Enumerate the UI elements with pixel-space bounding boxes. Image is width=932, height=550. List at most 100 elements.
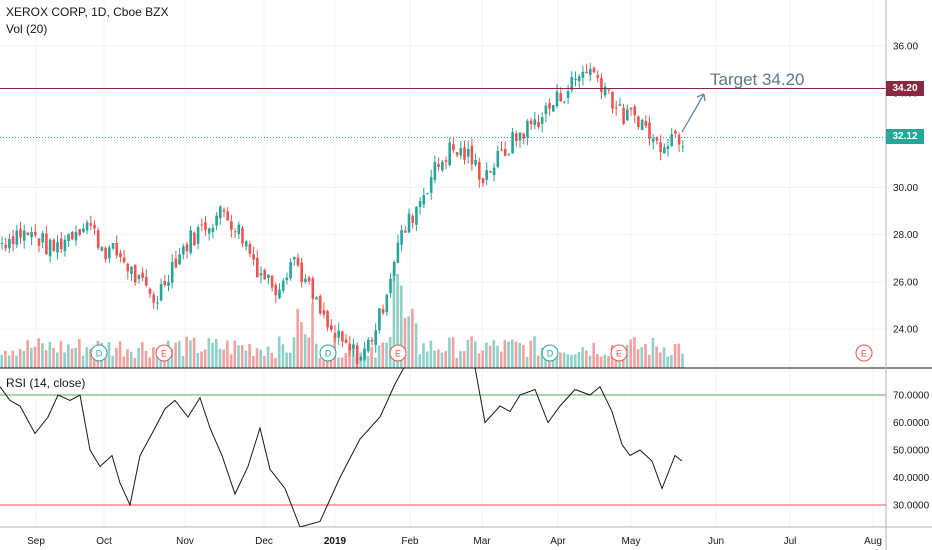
candle [318,295,322,314]
candle [59,238,63,250]
candle [370,339,374,342]
candle [96,230,100,248]
volume-bar [129,351,133,368]
volume-bar [259,349,262,368]
volume-bar [92,353,96,368]
volume-bar [448,337,451,368]
volume-bar [344,353,348,368]
candle [37,238,41,246]
candle [145,276,148,286]
volume-bar [52,347,55,368]
grid [0,0,886,527]
symbol-title[interactable]: XEROX CORP, 1D, Cboe BZX [6,5,169,19]
candle [374,330,377,345]
volume-bar [407,316,410,368]
volume-bar [681,353,684,368]
candle [137,275,141,280]
event-marker-e: E [855,344,873,362]
volume-bar [174,342,177,368]
volume-bar [67,344,70,368]
candle [585,71,588,73]
volume-bar [318,357,322,368]
volume-bar [622,356,625,368]
event-label: E [861,349,867,359]
volume-bar [196,352,200,368]
candle [300,262,303,283]
volume-bar [89,348,92,368]
candle [629,107,633,110]
volume-bar [581,347,584,368]
volume-bar [263,356,266,368]
candle [407,213,411,233]
candle [344,339,348,344]
candle [526,120,529,138]
candle [359,357,363,361]
event-label: E [161,349,167,359]
volume-bar [403,317,407,368]
volume-bar [55,352,59,368]
volume-bar [303,334,307,368]
rsi-tick-label: 50.0000 [893,446,930,457]
candle [392,261,396,276]
volume-bar [222,349,225,368]
volume-bar [522,344,525,368]
candle [574,78,577,81]
candle [252,254,255,260]
candle [481,178,485,184]
rsi-tick-label: 70.0000 [893,391,930,402]
candle [655,137,659,141]
volume-bar [381,342,385,368]
candle [259,273,263,276]
volume-bar [200,351,203,368]
time-axis: Sep Oct Nov Dec 2019 Feb Mar Apr May Jun Jul Aug [27,536,882,547]
candle [311,278,315,299]
candle [326,311,329,328]
time-tick-label: Dec [255,536,273,547]
candle [200,224,204,226]
candle [507,154,511,156]
candle [648,122,651,139]
candle [389,278,392,294]
candle [170,262,174,283]
candle [618,104,622,106]
event-circle [155,344,173,362]
volume-bar [122,356,126,368]
candle [226,211,229,221]
volume-bar [22,351,26,368]
candle [237,224,241,235]
candle [496,150,500,167]
candle [278,289,281,299]
volume-bar [133,357,137,368]
candle [215,215,218,226]
volume-bar [596,354,599,368]
volume-bar [178,341,181,368]
candle [89,223,93,226]
volume-bar [636,349,640,368]
candle [289,262,292,279]
event-circle [610,344,628,362]
volume-bar [115,348,118,368]
candle [130,266,133,274]
event-marker-e: E [610,344,628,362]
candle [85,222,89,231]
time-tick-label: Mar [473,536,491,547]
event-marker-e: E [155,344,173,362]
event-label: D [547,349,554,359]
volume-bar [144,350,148,368]
volume-bar [111,355,114,368]
candle [559,93,562,102]
volume-bar [603,354,607,368]
volume-bar [189,340,192,368]
candle [115,243,118,256]
candle [330,325,333,330]
volume-bar [466,339,470,368]
time-tick-label: Apr [550,536,566,547]
candle [67,234,70,241]
candle [429,177,433,193]
volume-bar [570,354,573,368]
candle [381,308,385,314]
candle [548,103,551,109]
candle [411,215,414,224]
